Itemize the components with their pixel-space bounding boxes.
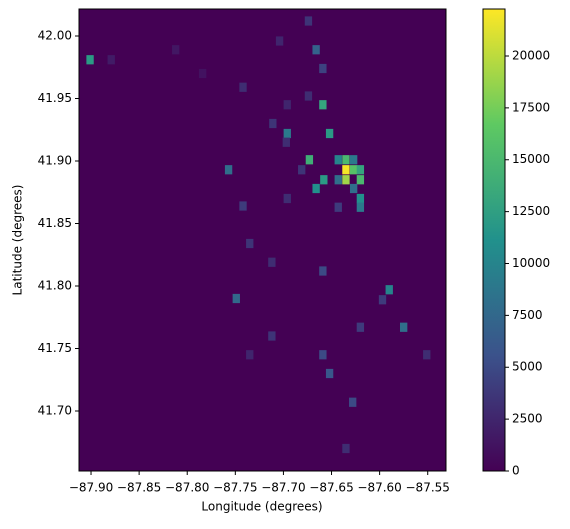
- heat-cell: [305, 155, 314, 165]
- heat-cell: [304, 91, 313, 101]
- heat-cell: [325, 368, 334, 379]
- heat-cell: [269, 118, 277, 129]
- x-tick-label: −87.85: [117, 481, 161, 495]
- heat-cell: [349, 397, 357, 407]
- colorbar-tick-label: 10000: [512, 256, 550, 270]
- colorbar-tick-label: 0: [512, 464, 520, 478]
- y-axis-label: Latitude (degrees): [11, 185, 25, 296]
- heat-cell: [239, 201, 247, 211]
- heat-cell: [423, 350, 431, 360]
- heat-cell: [325, 128, 334, 139]
- x-tick-label: −87.55: [406, 481, 450, 495]
- heat-cell: [356, 165, 365, 175]
- y-tick-label: 41.75: [38, 341, 72, 355]
- x-tick-label: −87.80: [165, 481, 209, 495]
- x-tick-label: −87.70: [261, 481, 305, 495]
- heat-cell: [342, 165, 350, 175]
- heat-cell: [356, 322, 365, 332]
- heat-cell: [385, 285, 393, 295]
- heat-cell: [319, 100, 327, 110]
- heat-cell: [246, 238, 254, 249]
- x-axis-label: Longitude (degrees): [201, 500, 322, 514]
- heat-cell: [172, 45, 180, 55]
- y-tick-label: 41.70: [38, 404, 72, 418]
- heat-cell: [319, 63, 327, 74]
- heat-cell: [268, 331, 276, 341]
- heat-cell: [356, 202, 365, 212]
- heat-cell: [334, 155, 342, 165]
- heat-cell: [342, 175, 350, 185]
- heat-cell: [86, 55, 94, 65]
- heat-cell: [198, 68, 207, 79]
- heat-cell: [334, 202, 342, 212]
- y-tick-label: 41.85: [38, 216, 72, 230]
- x-tick-label: −87.75: [213, 481, 257, 495]
- y-tick-label: 41.95: [38, 91, 72, 105]
- heat-cell: [304, 16, 313, 26]
- heat-cell: [275, 36, 284, 46]
- heat-cell: [378, 295, 387, 305]
- heat-cell: [319, 350, 327, 360]
- colorbar: [482, 8, 506, 472]
- colorbar-tick-label: 20000: [512, 48, 550, 62]
- colorbar-tick-label: 12500: [512, 204, 550, 218]
- heat-cell: [282, 137, 290, 147]
- heat-cell: [283, 128, 291, 139]
- colorbar-tick-label: 2500: [512, 412, 543, 426]
- axes-frame: [78, 8, 447, 472]
- y-tick-label: 42.00: [38, 29, 72, 43]
- x-tick-label: −87.60: [357, 481, 401, 495]
- heat-cell: [356, 193, 365, 204]
- heat-cell: [356, 175, 365, 185]
- heat-cell: [320, 175, 328, 185]
- heat-cell: [400, 322, 408, 332]
- heat-cell: [107, 55, 115, 65]
- heat-cell: [232, 293, 240, 304]
- colorbar-tick-label: 17500: [512, 100, 550, 114]
- heat-cell: [342, 443, 350, 454]
- heat-cell: [349, 183, 358, 194]
- heat-cell: [342, 155, 350, 165]
- x-tick-label: −87.90: [69, 481, 113, 495]
- colorbar-tick-label: 7500: [512, 308, 543, 322]
- heat-cell: [283, 193, 291, 204]
- y-tick-label: 41.80: [38, 279, 72, 293]
- colorbar-tick-label: 15000: [512, 152, 550, 166]
- heat-cell: [312, 45, 320, 55]
- y-tick-label: 41.90: [38, 154, 72, 168]
- plot-background: [79, 9, 446, 471]
- heat-cell: [283, 100, 291, 110]
- heat-cell: [312, 183, 320, 194]
- x-tick-label: −87.65: [309, 481, 353, 495]
- heat-cell: [268, 257, 276, 267]
- heat-cell: [246, 350, 254, 360]
- heat-cell: [349, 155, 358, 165]
- heat-cell: [319, 266, 327, 276]
- heat-cell: [334, 175, 342, 185]
- heat-cell: [224, 165, 233, 175]
- heat-cell: [298, 165, 306, 175]
- colorbar-tick-label: 5000: [512, 360, 543, 374]
- heat-cell: [239, 82, 247, 92]
- heat-cell: [349, 165, 358, 175]
